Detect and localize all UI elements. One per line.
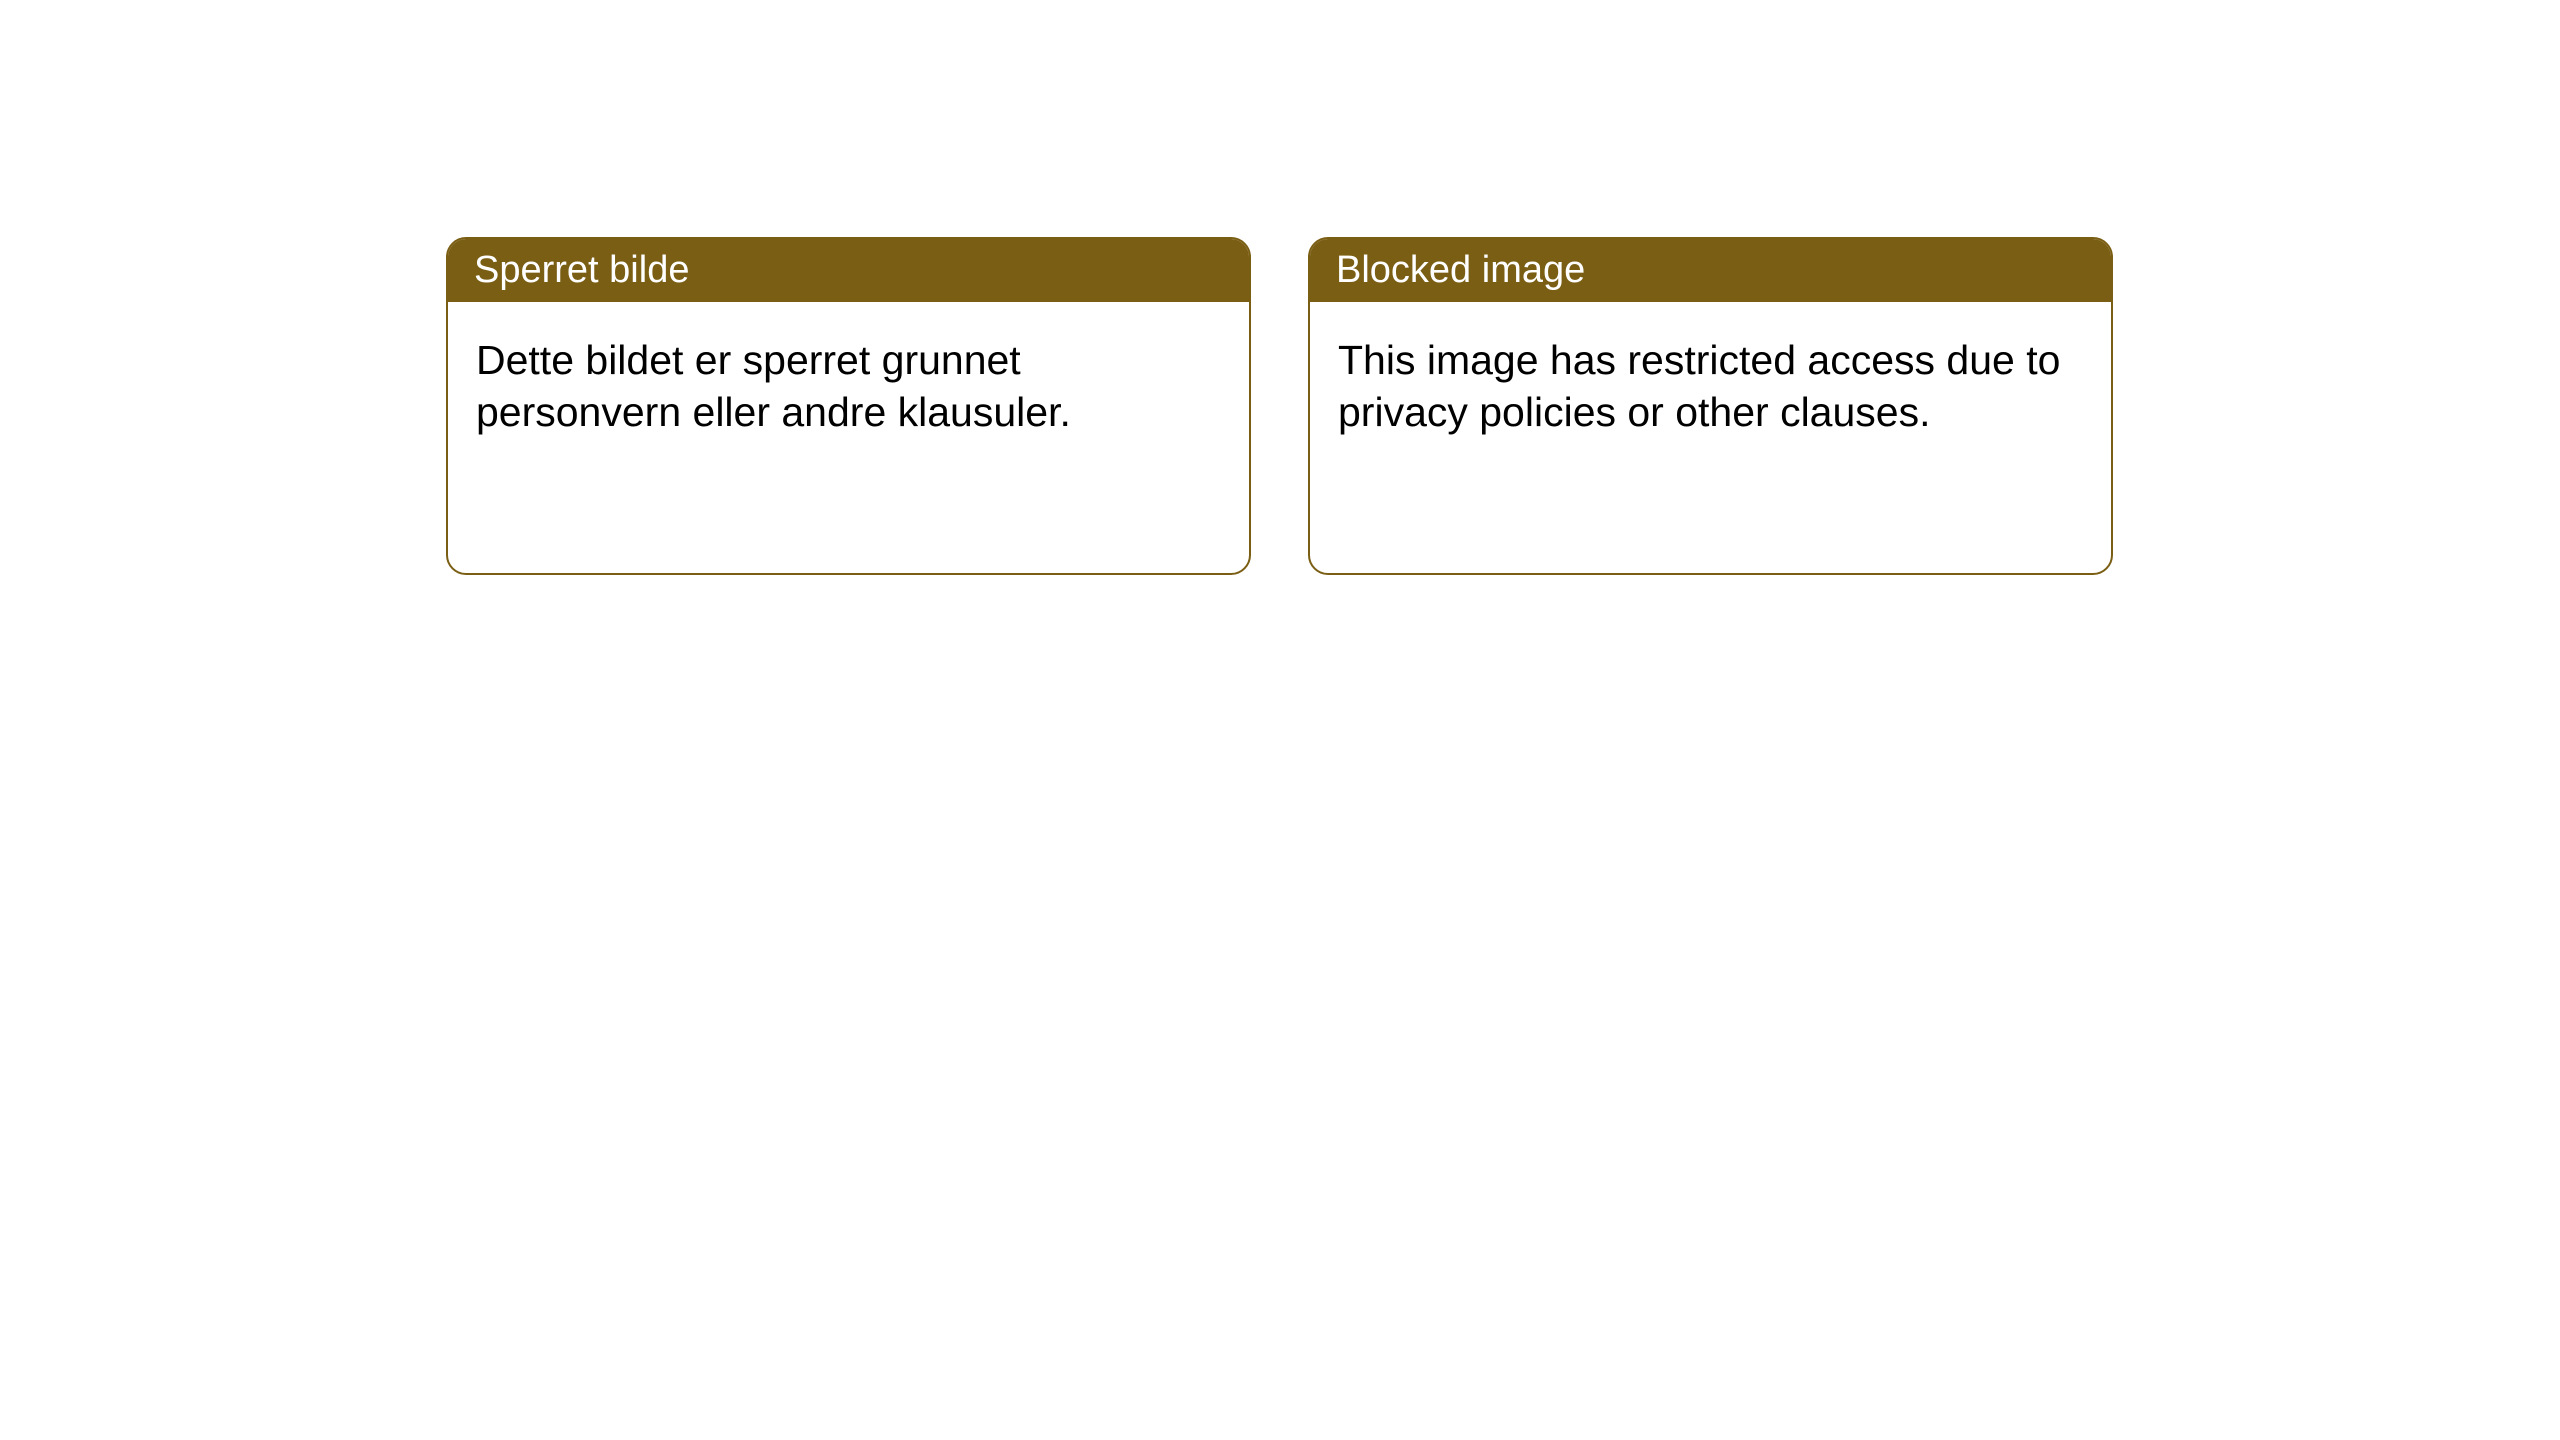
notice-body: Dette bildet er sperret grunnet personve… (448, 302, 1249, 471)
notice-title: Blocked image (1336, 249, 1585, 291)
notice-card-english: Blocked image This image has restricted … (1308, 237, 2113, 575)
notice-container: Sperret bilde Dette bildet er sperret gr… (446, 237, 2113, 575)
notice-text: This image has restricted access due to … (1338, 337, 2060, 435)
notice-header: Blocked image (1310, 239, 2111, 302)
notice-header: Sperret bilde (448, 239, 1249, 302)
notice-text: Dette bildet er sperret grunnet personve… (476, 337, 1071, 435)
notice-body: This image has restricted access due to … (1310, 302, 2111, 471)
notice-title: Sperret bilde (474, 249, 689, 291)
notice-card-norwegian: Sperret bilde Dette bildet er sperret gr… (446, 237, 1251, 575)
